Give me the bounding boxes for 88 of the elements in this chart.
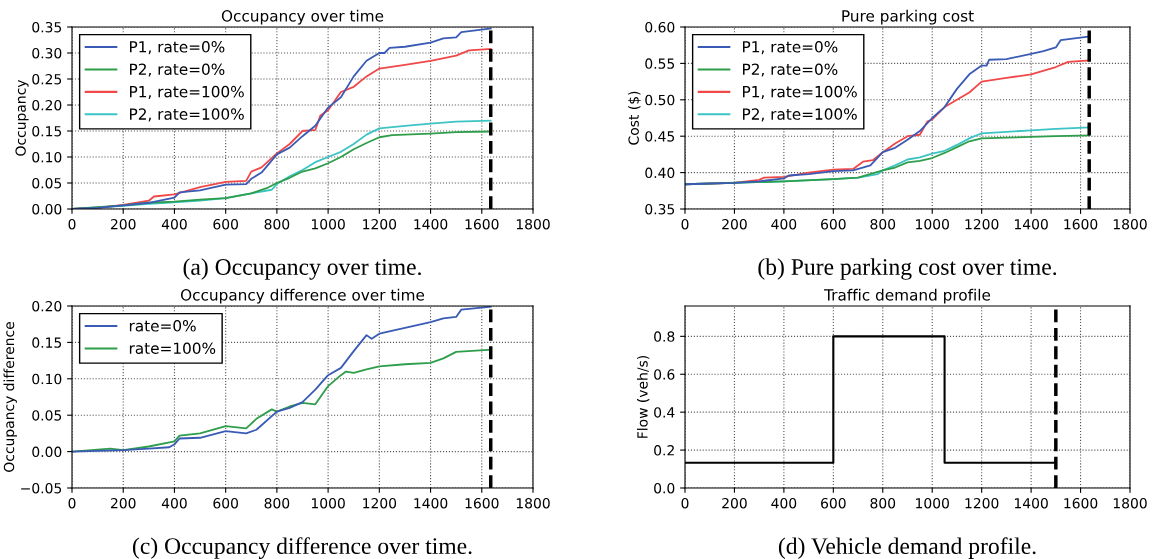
x-tick-label: 1000 (311, 497, 345, 509)
chart-title: Occupancy difference over time (180, 288, 425, 304)
y-axis-title: Occupancy difference (3, 322, 17, 472)
x-tick-label: 600 (821, 218, 846, 230)
x-tick-label: 1400 (414, 497, 448, 509)
x-tick-label: 0 (68, 218, 76, 230)
x-tick-label: 1800 (516, 497, 550, 509)
line-series (72, 306, 492, 453)
x-tick-label: 200 (110, 497, 136, 509)
x-tick-label: 1600 (465, 497, 499, 509)
legend-label: P1, rate=100% (130, 85, 244, 99)
y-tick-label: 0.4 (654, 407, 675, 418)
legend-label: P1, rate=0% (130, 41, 225, 55)
x-tick-label: 1200 (965, 218, 999, 230)
legend-label: rate=0% (129, 320, 196, 332)
y-tick-label: 0.55 (645, 58, 675, 69)
x-tick-label: 0 (68, 497, 76, 509)
x-tick-label: 200 (722, 218, 747, 230)
y-tick-label: 0.30 (32, 47, 62, 59)
x-tick-label: 800 (264, 497, 290, 509)
y-axis-title: Flow (veh/s) (636, 355, 650, 438)
y-tick-label: 0.35 (645, 203, 675, 215)
y-tick-label: 0.00 (32, 203, 62, 215)
chart-title: Traffic demand profile (824, 288, 991, 304)
y-tick-label: 0.10 (32, 373, 62, 385)
y-tick-label: 0.25 (32, 73, 62, 85)
y-tick-label: −0.05 (21, 482, 62, 494)
x-tick-label: 1600 (465, 218, 499, 230)
x-tick-label: 400 (771, 497, 797, 509)
x-tick-label: 1600 (1064, 218, 1098, 230)
x-tick-label: 0 (681, 218, 689, 230)
text: (b) Pure parking cost over time. (758, 258, 1057, 280)
y-tick-label: 0.05 (32, 410, 62, 421)
y-tick-label: 0.60 (645, 21, 675, 33)
x-tick-label: 200 (110, 218, 136, 230)
x-tick-label: 200 (722, 497, 747, 509)
y-tick-label: 0.15 (32, 337, 62, 348)
text: (a) Occupancy over time. (183, 258, 421, 280)
x-tick-label: 600 (213, 497, 238, 509)
y-tick-label: 0.50 (645, 94, 675, 106)
legend-label: P1, rate=0% (743, 41, 838, 55)
chart-title: Pure parking cost (842, 9, 974, 25)
y-axis-title: Occupancy (15, 79, 29, 156)
y-tick-label: 0.45 (645, 131, 675, 142)
x-tick-label: 1200 (965, 497, 999, 509)
y-tick-label: 0.20 (32, 300, 62, 312)
y-tick-label: 0.40 (645, 167, 675, 179)
x-tick-label: 600 (213, 218, 238, 230)
x-tick-label: 1800 (516, 218, 550, 230)
y-tick-label: 0.00 (32, 446, 62, 458)
y-axis-title: Cost ($) (628, 91, 641, 145)
x-tick-label: 1000 (916, 218, 949, 230)
x-tick-label: 400 (771, 218, 797, 230)
x-tick-label: 800 (870, 497, 896, 509)
x-tick-label: 0 (681, 497, 689, 509)
y-tick-label: 0.05 (32, 177, 62, 189)
y-tick-label: 0.15 (32, 125, 62, 137)
x-tick-label: 1400 (414, 218, 448, 230)
x-tick-label: 1800 (1113, 497, 1147, 509)
x-tick-label: 1400 (1014, 497, 1048, 509)
legend-label: rate=100% (129, 342, 216, 354)
x-tick-label: 1600 (1064, 497, 1098, 509)
x-tick-label: 1000 (916, 497, 949, 509)
x-tick-label: 1200 (363, 497, 397, 509)
y-tick-label: 0.6 (654, 369, 675, 380)
y-tick-label: 0.0 (654, 482, 675, 494)
legend-label: P2, rate=0% (743, 63, 838, 77)
legend-label: P2, rate=0% (130, 63, 225, 77)
legend-label: P2, rate=100% (130, 108, 244, 122)
y-tick-label: 0.20 (32, 99, 62, 111)
legend-label: P1, rate=100% (743, 85, 857, 99)
x-tick-label: 1000 (311, 218, 345, 230)
x-tick-label: 1400 (1014, 218, 1048, 230)
legend-label: P2, rate=100% (743, 108, 857, 122)
y-tick-label: 0.35 (32, 21, 62, 33)
text: (c) Occupancy difference over time. (132, 537, 472, 559)
y-tick-label: 0.2 (654, 445, 674, 456)
x-tick-label: 800 (264, 218, 290, 230)
x-tick-label: 1800 (1113, 218, 1147, 230)
chart-title: Occupancy over time (221, 9, 384, 25)
y-tick-label: 0.10 (32, 151, 62, 163)
x-tick-label: 600 (821, 497, 846, 509)
text: (d) Vehicle demand profile. (778, 537, 1036, 559)
x-tick-label: 1200 (363, 218, 397, 230)
y-tick-label: 0.8 (654, 331, 675, 342)
x-tick-label: 400 (161, 218, 187, 230)
x-tick-label: 400 (161, 497, 187, 509)
x-tick-label: 800 (870, 218, 896, 230)
